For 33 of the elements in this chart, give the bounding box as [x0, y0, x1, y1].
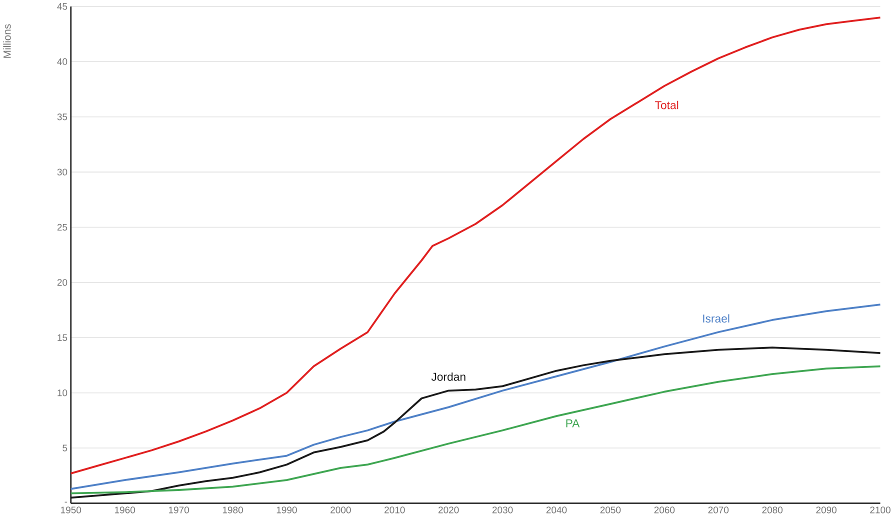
line-series [70, 365, 882, 494]
series-label: Israel [703, 314, 730, 322]
y-tick-label: 35 [57, 113, 68, 120]
x-tick-label: 2070 [708, 506, 729, 514]
y-tick-label: 40 [57, 58, 68, 65]
y-tick-label: 45 [57, 2, 68, 10]
line-series [70, 303, 882, 490]
x-tick-label: 2020 [438, 506, 459, 514]
x-tick-label: 2000 [330, 506, 351, 514]
x-tick-label: 1990 [276, 506, 297, 514]
line-series [70, 16, 882, 474]
x-tick-label: 1960 [114, 506, 136, 514]
x-tick-label: 2030 [492, 506, 513, 514]
series-label: PA [566, 419, 580, 427]
x-tick-label: 2010 [384, 506, 405, 514]
x-tick-label: 2080 [762, 506, 783, 514]
y-tick-label: 5 [62, 444, 68, 452]
x-tick-label: 2090 [816, 506, 836, 514]
y-tick-label: 30 [57, 168, 68, 176]
y-tick-label: 10 [58, 389, 68, 396]
x-tick-label: 1980 [222, 506, 243, 514]
x-tick-label: 2100 [870, 506, 890, 514]
x-tick-label: 2060 [654, 506, 675, 514]
x-tick-label: 2050 [600, 506, 621, 514]
y-tick-label: 25 [57, 224, 68, 230]
series-label: Total [655, 100, 678, 109]
x-tick-label: 1950 [61, 506, 82, 514]
x-tick-label: 2040 [546, 506, 567, 514]
y-tick-label: 15 [58, 334, 68, 341]
x-tick-label: 1970 [168, 506, 189, 514]
y-axis-title: Millions [3, 24, 11, 58]
series-label: Jordan [431, 372, 466, 381]
y-tick-label: 20 [57, 278, 68, 286]
